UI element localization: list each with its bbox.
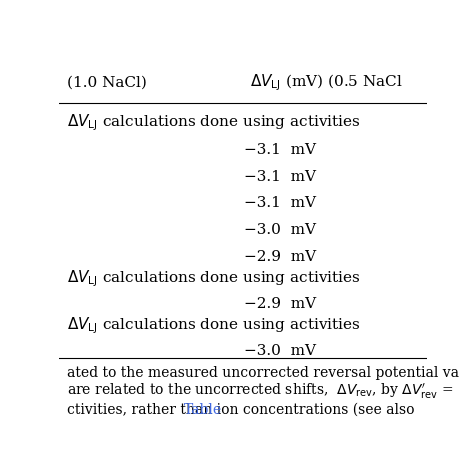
Text: ated to the measured uncorrected reversal potential va: ated to the measured uncorrected reversa… xyxy=(66,366,459,380)
Text: −3.1  mV: −3.1 mV xyxy=(244,196,316,210)
Text: $\Delta V_{\mathrm{LJ}}$ (mV) (0.5 NaCl: $\Delta V_{\mathrm{LJ}}$ (mV) (0.5 NaCl xyxy=(250,72,403,93)
Text: −2.9  mV: −2.9 mV xyxy=(244,249,316,264)
Text: $\Delta V_{\mathrm{LJ}}$ calculations done using activities: $\Delta V_{\mathrm{LJ}}$ calculations do… xyxy=(66,112,360,133)
Text: $\Delta V_{\mathrm{LJ}}$ calculations done using activities: $\Delta V_{\mathrm{LJ}}$ calculations do… xyxy=(66,268,360,289)
Text: −3.0  mV: −3.0 mV xyxy=(244,345,316,358)
Text: Table: Table xyxy=(184,403,222,417)
Text: ctivities, rather than ion concentrations (see also: ctivities, rather than ion concentration… xyxy=(66,403,419,417)
Text: −3.1  mV: −3.1 mV xyxy=(244,143,316,157)
Text: −3.0  mV: −3.0 mV xyxy=(244,223,316,237)
Text: −3.1  mV: −3.1 mV xyxy=(244,170,316,183)
Text: are related to the uncorrected shifts,  $\Delta V_{\mathrm{rev}}$, by $\Delta V^: are related to the uncorrected shifts, $… xyxy=(66,382,453,401)
Text: −2.9  mV: −2.9 mV xyxy=(244,297,316,311)
Text: $\Delta V_{\mathrm{LJ}}$ calculations done using activities: $\Delta V_{\mathrm{LJ}}$ calculations do… xyxy=(66,316,360,336)
Text: (1.0 NaCl): (1.0 NaCl) xyxy=(66,75,146,90)
